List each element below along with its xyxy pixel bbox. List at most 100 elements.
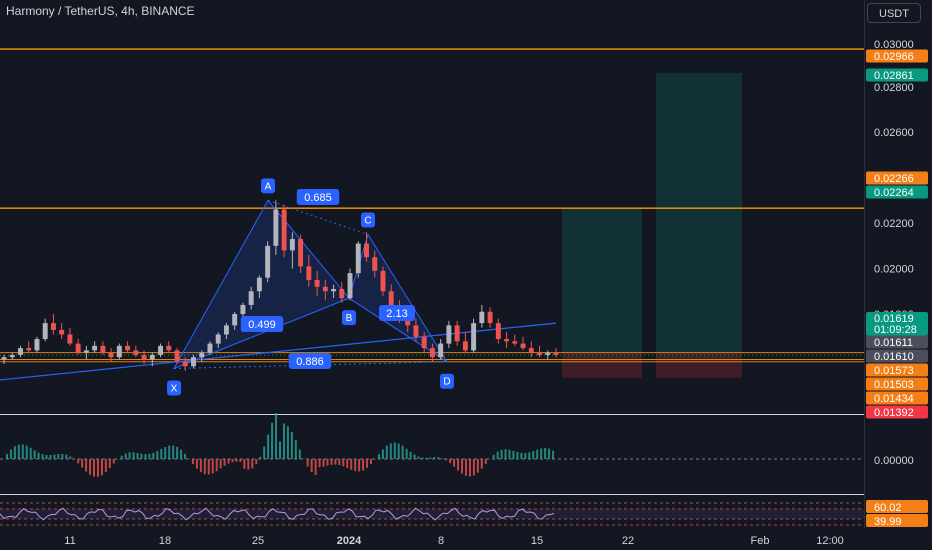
price-label-text: 0.01503 (874, 379, 914, 391)
stop-zone (656, 352, 742, 378)
candle (372, 250, 378, 278)
x-tick-label: 25 (252, 535, 264, 547)
macd-bar (223, 459, 226, 466)
price-label-text: 0.01611 (874, 337, 913, 349)
price-label-bg (866, 391, 928, 405)
macd-bar (9, 449, 12, 459)
macd-bar (370, 459, 373, 465)
price-label-bg (866, 363, 928, 377)
pattern-point-badge (342, 310, 356, 326)
candle (59, 323, 65, 340)
macd-bar (49, 455, 52, 459)
ratio-badge (296, 189, 340, 205)
candle-body (83, 350, 89, 353)
macd-bar (286, 426, 289, 459)
long-position-1 (562, 208, 642, 378)
macd-bar (314, 459, 317, 475)
pattern-ratio: 0.886 (288, 353, 332, 369)
macd-bar (148, 453, 151, 459)
macd-bar (492, 454, 495, 459)
macd-bar (354, 459, 357, 472)
price-label-text: 0.01434 (874, 393, 914, 405)
candle-body (26, 348, 32, 351)
macd-bar (160, 448, 163, 459)
candle (67, 327, 73, 346)
countdown-text: 01:09:28 (874, 324, 917, 336)
ratio-label: 0.499 (248, 319, 276, 331)
macd-bar (393, 442, 396, 459)
macd-bar (231, 459, 234, 463)
candle-body (504, 339, 510, 342)
pattern-ratio: 0.685 (296, 189, 340, 205)
macd-bar (100, 459, 103, 476)
candle (520, 336, 526, 351)
candle-body (281, 209, 287, 251)
macd-bar (227, 459, 230, 464)
candle (413, 318, 419, 342)
y-tick-label: 0.02800 (874, 82, 914, 94)
candle-body (347, 273, 353, 299)
candle-body (174, 350, 180, 362)
candle (108, 348, 114, 362)
x-tick-label: 2024 (337, 535, 362, 547)
price-label-text: 0.02266 (874, 173, 914, 185)
macd-bar (255, 459, 258, 465)
macd-bar (243, 459, 246, 469)
macd-bar (385, 445, 388, 459)
candle (149, 352, 155, 367)
rsi-upper-bg (866, 500, 928, 513)
candle-body (92, 345, 98, 351)
price-label: 0.01611 (866, 335, 928, 349)
candle-body (240, 304, 246, 315)
candle (364, 232, 369, 262)
price-label-bg (866, 312, 928, 336)
candle (232, 311, 238, 330)
candle-body (429, 348, 435, 358)
candle-body (495, 323, 501, 340)
candle (528, 341, 534, 358)
candle-body (191, 357, 196, 367)
macd-bar (362, 459, 365, 471)
macd-bar (144, 454, 147, 459)
interval-label[interactable]: 4h (121, 4, 135, 18)
macd-bar (104, 459, 107, 473)
pattern-point-badge (440, 373, 454, 389)
macd-bar (37, 452, 40, 459)
candle (34, 336, 40, 353)
candle (281, 204, 287, 258)
macd-bar (358, 459, 361, 472)
harmonic-pattern (172, 199, 448, 370)
candle-body (413, 325, 419, 337)
macd-bar (425, 457, 428, 459)
rsi-upper-label: 60.02 (874, 502, 902, 514)
macd-bar (433, 457, 436, 459)
macd-bar (239, 459, 242, 462)
macd-bar (437, 457, 440, 459)
macd-bar (81, 459, 84, 468)
macd-bar (172, 445, 175, 459)
macd-bar (472, 459, 475, 476)
macd-bar (152, 452, 155, 459)
currency-selector[interactable]: USDT (867, 3, 921, 23)
rsi-line (0, 507, 555, 521)
macd-bar (480, 459, 483, 469)
macd-bar (544, 447, 547, 459)
candle-body (537, 352, 542, 355)
candle (83, 345, 89, 360)
candle (125, 341, 131, 353)
candle (18, 345, 23, 358)
macd-bar (334, 459, 337, 465)
price-label: 0.02266 (866, 171, 928, 185)
symbol-name[interactable]: Harmony / TetherUS (6, 4, 115, 18)
macd-bar (61, 453, 64, 459)
macd-bar (25, 445, 28, 459)
candle-body (42, 323, 48, 340)
x-tick-label: 18 (159, 535, 171, 547)
macd-bar (532, 451, 535, 459)
candle-body (141, 354, 147, 360)
y-tick-label: 0.02600 (874, 127, 914, 139)
candle (248, 286, 254, 310)
macd-bar (267, 434, 270, 459)
